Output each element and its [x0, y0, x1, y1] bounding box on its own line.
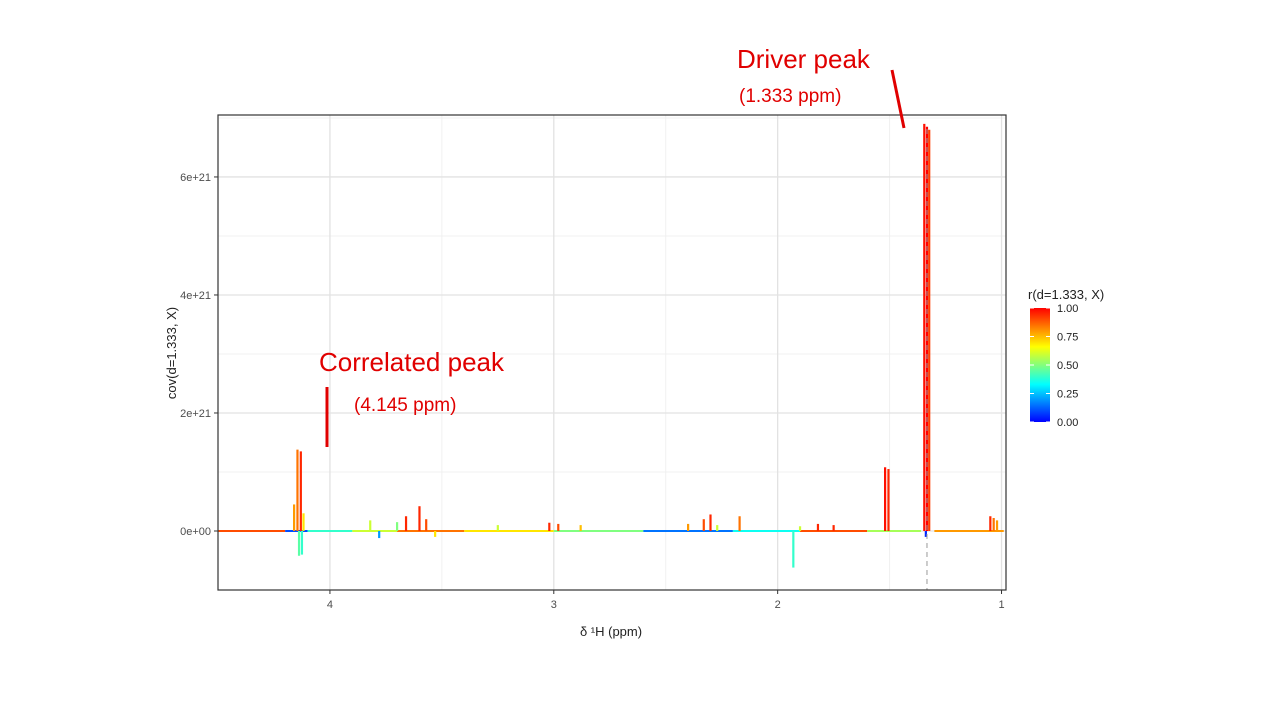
colorbar-legend: r(d=1.333, X) 1.00 0.75 0.50 0.25 0.00 [1028, 287, 1104, 429]
colorbar-tick-label: 1.00 [1057, 303, 1078, 315]
colorbar-ticks: 1.00 0.75 0.50 0.25 0.00 [1030, 303, 1078, 429]
y-tick-label: 0e+00 [180, 526, 211, 538]
driver-peak-title: Driver peak [737, 44, 871, 74]
y-tick-label: 6e+21 [180, 172, 211, 184]
driver-peak-ppm: (1.333 ppm) [739, 86, 841, 107]
driver-peak-pointer [890, 69, 906, 129]
x-tick-label: 3 [551, 599, 557, 611]
x-tick-label: 4 [327, 599, 333, 611]
y-tick-label: 2e+21 [180, 408, 211, 420]
y-axis-ticks: 0e+00 2e+21 4e+21 6e+21 [180, 172, 218, 538]
x-tick-label: 2 [775, 599, 781, 611]
plot-panel-border [217, 114, 1007, 591]
colorbar-tick-label: 0.75 [1057, 332, 1078, 344]
x-tick-label: 1 [998, 599, 1004, 611]
x-axis-label: δ ¹H (ppm) [580, 624, 642, 639]
x-axis-ticks: 4 3 2 1 [327, 590, 1005, 611]
colorbar-tick-label: 0.25 [1057, 389, 1078, 401]
correlated-peak-title: Correlated peak [319, 347, 505, 377]
correlated-peak-ppm: (4.145 ppm) [354, 395, 456, 416]
y-axis-label: cov(d=1.333, X) [164, 307, 179, 399]
correlated-peak-annotation: Correlated peak (4.145 ppm) [319, 347, 505, 447]
spectrum-lines [218, 123, 1004, 568]
colorbar-tick-label: 0.50 [1057, 360, 1078, 372]
colorbar-title: r(d=1.333, X) [1028, 287, 1104, 302]
colorbar-gradient [1030, 308, 1050, 422]
driver-peak-annotation: Driver peak (1.333 ppm) [737, 44, 906, 129]
y-tick-label: 4e+21 [180, 290, 211, 302]
colorbar-tick-label: 0.00 [1057, 417, 1078, 429]
